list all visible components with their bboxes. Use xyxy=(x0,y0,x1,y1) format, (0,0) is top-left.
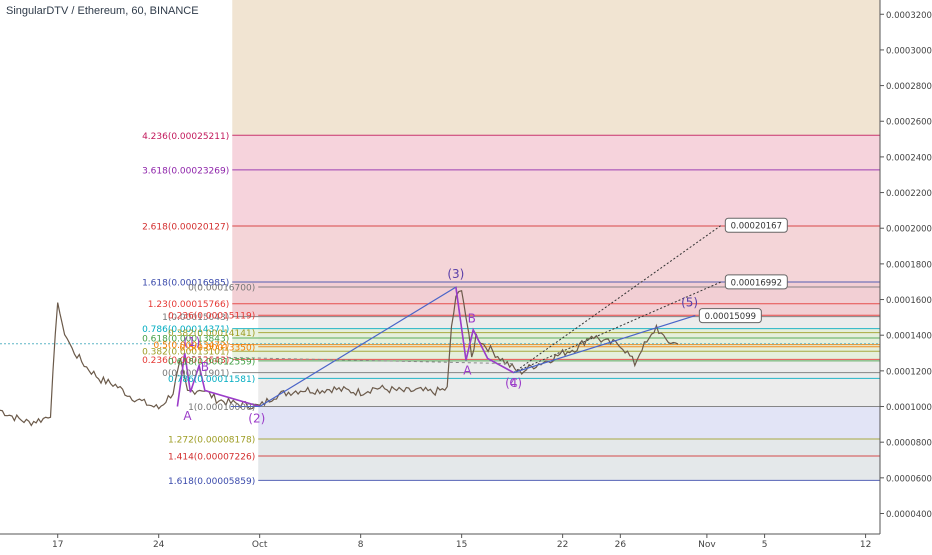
target-box xyxy=(724,217,788,233)
fib-ext-label: 0(0.00011901) xyxy=(162,369,229,379)
time-tick-label: Nov xyxy=(698,540,716,550)
time-axis-bg xyxy=(0,534,932,550)
fib-ext-label: 1(0.00015043) xyxy=(162,313,229,323)
fib-retr-label: 1.618(0.00005859) xyxy=(168,477,255,487)
wave-paths xyxy=(176,286,696,408)
wave-label: (3) xyxy=(447,267,464,281)
wave-path-1 xyxy=(176,352,260,408)
time-tick-label: 15 xyxy=(456,540,467,550)
fib-retr-label: 1.414(0.00007226) xyxy=(168,452,255,462)
wave-label: A xyxy=(463,363,472,377)
target-lines xyxy=(513,224,722,374)
fib-level-labels: 4.236(0.00025211) 3.618(0.00023269) 2.618(… xyxy=(142,132,255,487)
price-axis-bg xyxy=(880,0,932,534)
symbol-title: SingularDTV / Ethereum, 60, BINANCE xyxy=(6,5,199,17)
target-line xyxy=(513,224,722,374)
time-tick-label: 8 xyxy=(358,540,364,550)
fib-ext-label: 1.23(0.00015766) xyxy=(148,300,229,310)
target-label: 0.00015099 xyxy=(705,312,756,322)
fib-retr-label: 1.272(0.00008178) xyxy=(168,436,255,446)
wave-label: (4) xyxy=(505,376,522,390)
fib-level-lines xyxy=(0,134,880,481)
fib-zones xyxy=(232,0,881,481)
wave-label: C xyxy=(509,376,517,390)
target-box xyxy=(724,274,788,290)
wave-path-2 xyxy=(455,286,514,374)
target-label: 0.00016992 xyxy=(731,278,782,288)
price-series xyxy=(0,289,679,427)
zone-band xyxy=(232,135,880,226)
wave-label: (5) xyxy=(681,296,698,310)
target-box xyxy=(698,308,762,324)
upper-zone xyxy=(232,0,880,136)
zone-band xyxy=(232,225,880,282)
fib-retr-label: 0.786(0.00011581) xyxy=(168,375,255,385)
time-tick-label: 12 xyxy=(860,540,871,550)
target-boxes: 0.00020167 0.00016992 0.00015099 xyxy=(698,217,788,324)
fib-retr-label: 0(0.00016700) xyxy=(188,284,255,294)
fib-ext-label: 1.618(0.00016985) xyxy=(142,278,229,288)
fib-ext-label: 0.382(0.00013101) xyxy=(142,348,229,358)
zone-band xyxy=(258,406,881,440)
time-tick-label: 17 xyxy=(52,540,63,550)
wave-label: B xyxy=(201,360,209,374)
price-tick-label: 0.00032000 xyxy=(886,11,932,21)
wave-label: (1) xyxy=(183,335,200,349)
target-label: 0.00020167 xyxy=(731,222,782,232)
wave-labels: (1) A B (2) (3) B A (4)C (5) xyxy=(183,267,698,425)
fib-ext-label: 2.618(0.00020127) xyxy=(142,222,229,232)
wave-label: (2) xyxy=(248,412,265,426)
price-tick-label: 0.00010000 xyxy=(886,403,932,413)
time-axis: 17 24 Oct 8 15 22 26 Nov 5 12 xyxy=(0,533,932,550)
fib-ext-label: 0.786(0.00014371) xyxy=(142,325,229,335)
time-tick-label: Oct xyxy=(252,540,268,550)
fib-retr-label: 0.382(0.00014141) xyxy=(168,329,255,339)
zone-band xyxy=(258,439,881,481)
fib-retr-label: 0.618(0.00012559) xyxy=(168,357,255,367)
fib-ext-label: 3.618(0.00023269) xyxy=(142,166,229,176)
time-tick-label: 22 xyxy=(557,540,568,550)
wave-label: B xyxy=(468,312,476,326)
target-line xyxy=(513,281,722,374)
time-tick-label: 24 xyxy=(153,540,165,550)
fib-ext-label: 0.618(0.00013843) xyxy=(142,334,229,344)
fib-ext-label: 4.236(0.00025211) xyxy=(142,132,229,142)
fib-retr-label: 1(0.00010000) xyxy=(188,403,255,413)
fib-ext-label: 0.5(0.00013472) xyxy=(154,341,230,351)
fib-retr-label: 0.5(0.00013350) xyxy=(179,343,255,353)
price-line xyxy=(0,289,679,427)
fib-retr-label: 0.236(0.00015119) xyxy=(168,312,255,322)
fib-ext-label: 0.236(0.00012643) xyxy=(142,356,229,366)
time-tick-label: 5 xyxy=(762,540,768,550)
time-tick-label: 26 xyxy=(615,540,627,550)
wave-label: A xyxy=(183,409,192,423)
